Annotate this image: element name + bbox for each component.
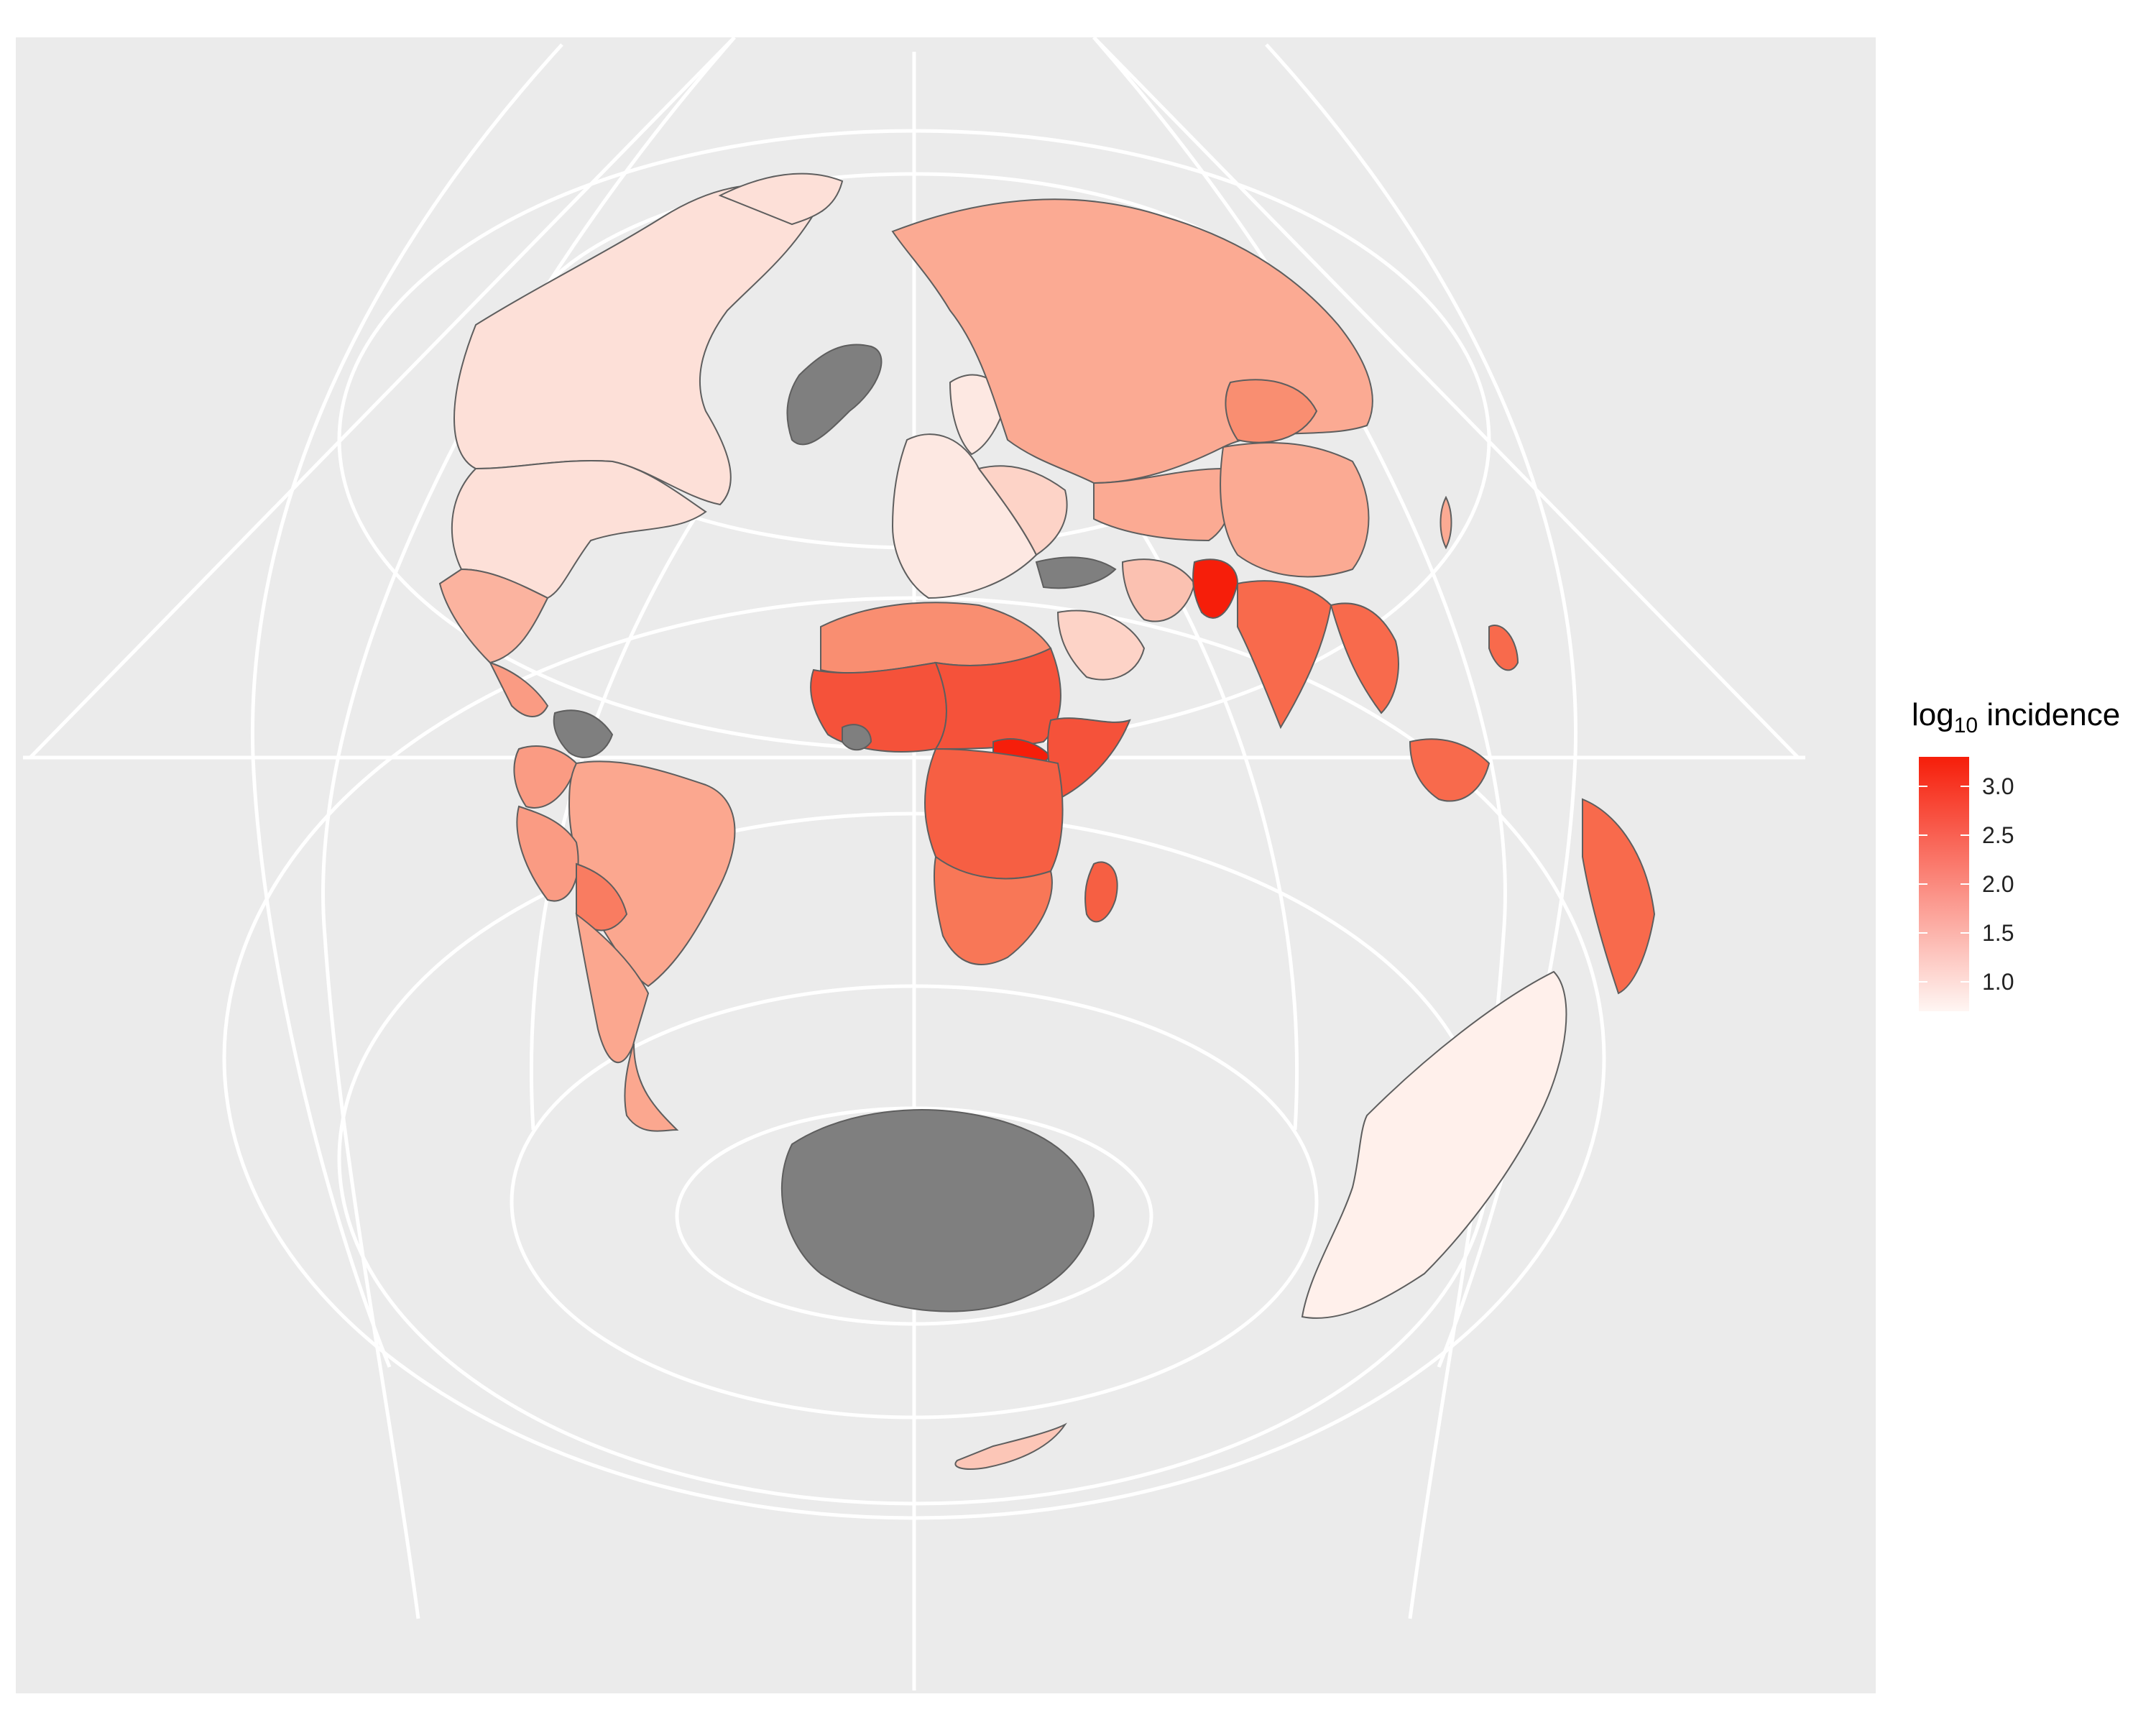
country-greenland [786,344,883,446]
legend-tick-mark [1919,834,1927,836]
country-china [1220,442,1370,578]
country-argentina-chile [575,912,679,1132]
legend-tick-label: 1.5 [1982,919,2014,946]
country-iran [1121,558,1196,622]
country-india [1237,580,1332,730]
legend-tick-mark [1919,932,1927,934]
legend-body: 3.0 2.5 2.0 1.5 1.0 [1912,756,2142,1016]
country-saudi-arabia [1056,610,1146,681]
country-mongolia [1225,379,1318,443]
country-southeast-asia [1330,602,1399,714]
legend-tick-label: 2.0 [1982,870,2014,897]
legend-title: log10 incidence [1912,697,2121,737]
graticule-meridian [250,43,563,1368]
legend-tick-label: 3.0 [1982,773,2014,799]
country-new-zealand [954,1422,1067,1470]
country-southern-africa [934,855,1053,965]
country-central-africa [924,748,1064,880]
legend-tick-mark [1961,834,1969,836]
graticule-boundary [1092,37,1800,759]
legend: log10 incidence 3.0 2.5 2.0 1.5 1.0 [1912,697,2142,1016]
country-peru [516,805,579,902]
legend-tick-mark [1961,980,1969,983]
legend-tick-mark [1961,785,1969,787]
legend-tick-mark [1961,932,1969,934]
country-antarctica [780,1109,1095,1312]
graticule-boundary [29,37,736,759]
legend-tick-mark [1961,883,1969,885]
country-japan [1439,495,1452,550]
country-missing-west-africa [842,724,872,751]
legend-tick-mark [1919,785,1927,787]
legend-tick-mark [1919,980,1927,983]
country-afghanistan-pakistan [1192,558,1239,619]
country-central-america [489,661,549,717]
country-madagascar [1084,861,1118,923]
country-europe-east [977,465,1068,556]
country-australia [1301,970,1567,1319]
legend-tick-label: 2.5 [1982,822,2014,848]
country-colombia [513,745,578,809]
legend-tick-label: 1.0 [1982,968,2014,995]
country-europe-west [891,433,1038,599]
country-turkey [1035,556,1117,589]
country-indonesia [1409,738,1491,802]
legend-tick-mark [1919,883,1927,885]
map-panel [16,37,1876,1693]
country-venezuela [553,709,614,758]
country-philippines [1488,625,1519,671]
countries [438,172,1656,1470]
country-papua [1582,798,1656,995]
country-sudan [934,647,1061,750]
country-mexico [438,568,549,664]
country-alaska [718,172,844,226]
